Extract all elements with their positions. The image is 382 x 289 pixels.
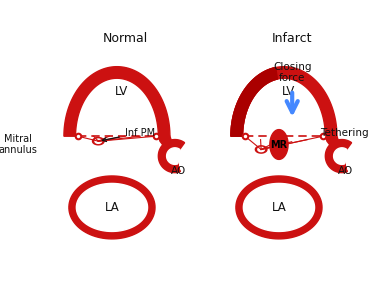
Text: LV: LV xyxy=(115,85,128,98)
Polygon shape xyxy=(325,140,351,173)
Polygon shape xyxy=(231,68,277,136)
Text: MR: MR xyxy=(270,140,288,149)
Polygon shape xyxy=(236,176,322,239)
Polygon shape xyxy=(270,129,288,160)
Title: Infarct: Infarct xyxy=(272,32,312,45)
Polygon shape xyxy=(256,146,267,153)
Polygon shape xyxy=(333,148,347,164)
Polygon shape xyxy=(158,140,185,173)
Text: Mitral
annulus: Mitral annulus xyxy=(0,134,37,155)
Polygon shape xyxy=(95,139,102,143)
Polygon shape xyxy=(243,184,314,231)
Polygon shape xyxy=(167,148,180,164)
Title: Normal: Normal xyxy=(103,32,148,45)
Text: LV: LV xyxy=(282,85,296,98)
Text: Inf PM: Inf PM xyxy=(102,128,155,142)
Polygon shape xyxy=(231,67,337,136)
Text: AO: AO xyxy=(171,166,186,176)
Polygon shape xyxy=(92,138,104,145)
Polygon shape xyxy=(325,136,347,172)
Polygon shape xyxy=(231,68,277,136)
Polygon shape xyxy=(158,136,180,172)
Text: AO: AO xyxy=(338,166,353,176)
Polygon shape xyxy=(76,184,147,231)
Text: Closing
force: Closing force xyxy=(273,62,311,83)
Polygon shape xyxy=(64,67,170,136)
Polygon shape xyxy=(69,176,155,239)
Polygon shape xyxy=(258,147,264,152)
Text: LA: LA xyxy=(272,201,286,214)
Text: Tethering: Tethering xyxy=(320,128,369,138)
Text: LA: LA xyxy=(105,201,119,214)
